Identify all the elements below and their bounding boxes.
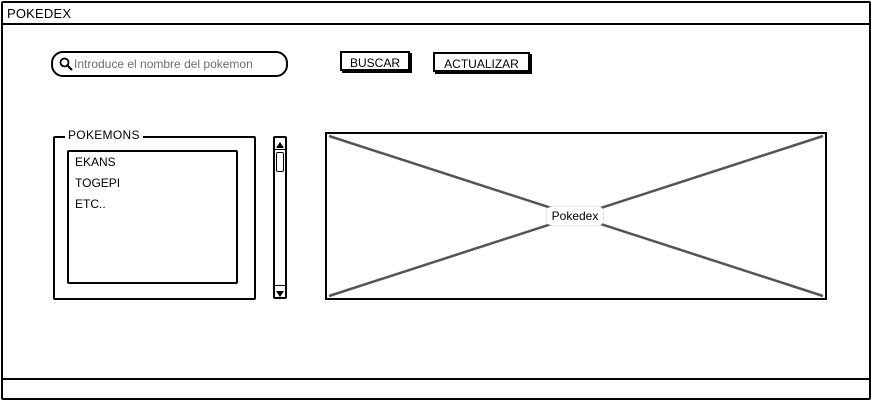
list-item-togepi[interactable]: TOGEPI — [75, 176, 121, 190]
scroll-up-arrow-icon[interactable] — [275, 138, 285, 150]
title-bar: POKEDEX — [3, 3, 869, 25]
image-placeholder-label: Pokedex — [547, 207, 603, 225]
search-input[interactable] — [74, 55, 280, 73]
list-item-etc[interactable]: ETC.. — [75, 197, 106, 211]
pokemon-group: POKEMONS EKANS TOGEPI ETC.. — [53, 128, 256, 300]
actualizar-button[interactable]: ACTUALIZAR — [433, 52, 530, 72]
buscar-button[interactable]: BUSCAR — [340, 51, 410, 71]
search-icon — [59, 57, 73, 71]
scroll-thumb[interactable] — [276, 152, 284, 172]
status-bar — [3, 378, 869, 398]
pokemon-group-legend: POKEMONS — [65, 128, 143, 142]
window-title: POKEDEX — [7, 6, 72, 21]
pokedex-image-placeholder: Pokedex — [325, 132, 827, 300]
search-box[interactable] — [51, 51, 288, 77]
scroll-down-arrow-icon[interactable] — [275, 285, 285, 297]
pokemon-listbox[interactable]: EKANS TOGEPI ETC.. — [67, 150, 238, 284]
list-item-ekans[interactable]: EKANS — [75, 155, 116, 169]
pokemon-list-scrollbar[interactable] — [273, 136, 287, 299]
